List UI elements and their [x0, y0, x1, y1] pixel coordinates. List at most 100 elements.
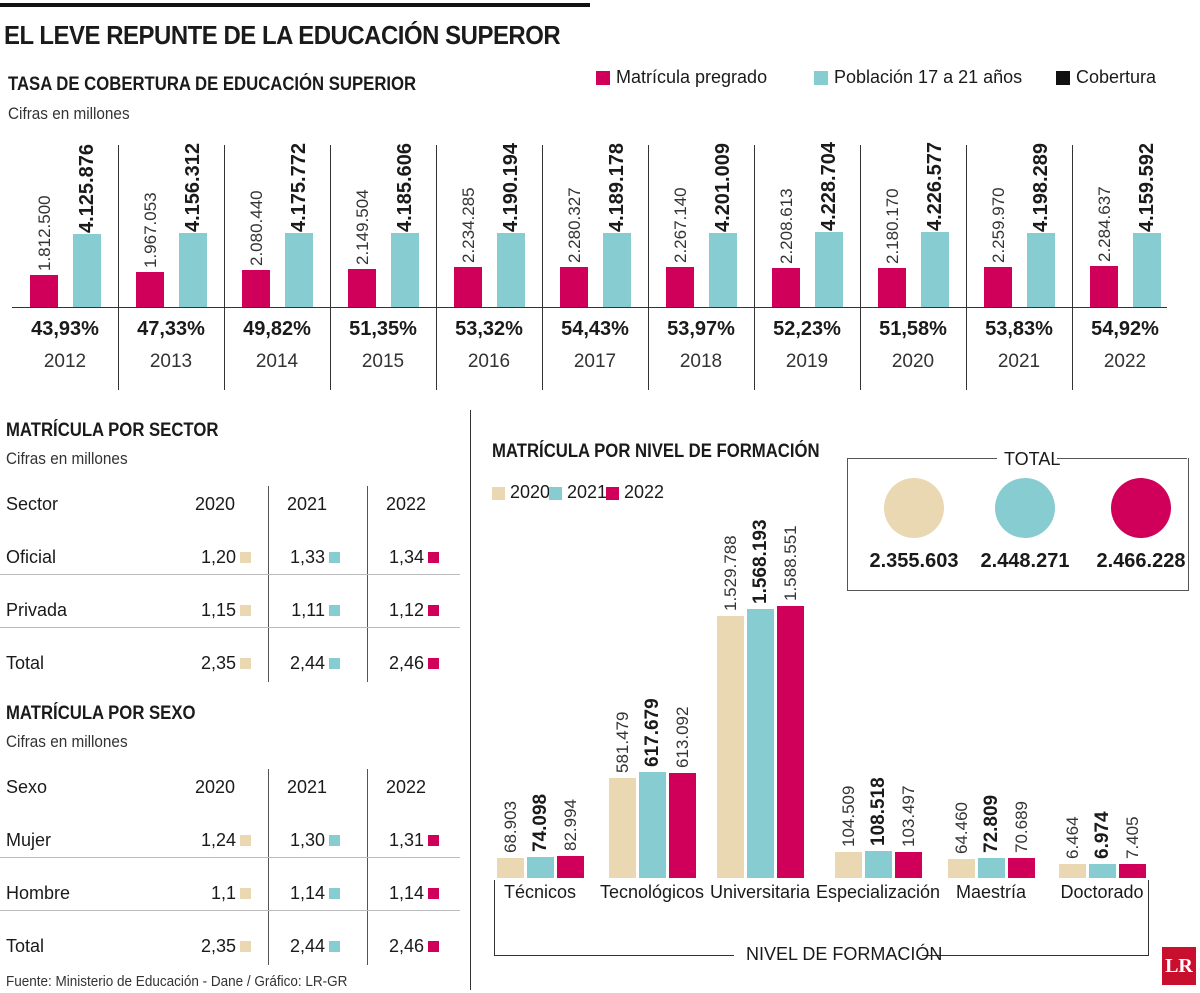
row-value: 2,44 — [289, 653, 325, 673]
legend-label: Población 17 a 21 años — [834, 67, 1023, 87]
row-separator — [0, 857, 460, 858]
legend-swatch — [596, 70, 610, 85]
coverage-value: 53,97% — [667, 318, 735, 340]
bar-matricula — [136, 272, 164, 307]
row-value: 1,33 — [289, 547, 325, 567]
tables-area: MATRÍCULA POR SECTOR Cifras en millones Se… — [0, 0, 470, 993]
level-bar — [978, 857, 1005, 878]
column-divider — [754, 145, 755, 390]
table-subtitle: Cifras en millones — [6, 732, 128, 751]
category-label: Tecnológicos — [599, 882, 705, 902]
legend-year: 2021 — [567, 482, 608, 502]
row-value: 1,1 — [210, 883, 236, 903]
level-bar — [557, 855, 584, 878]
bar-poblacion — [391, 232, 419, 307]
table-title: MATRÍCULA POR SECTOR — [6, 420, 219, 441]
year-marker — [329, 835, 340, 846]
year-label: 2018 — [679, 351, 723, 372]
row-value: 1,20 — [200, 547, 236, 567]
year-label: 2021 — [997, 351, 1041, 372]
year-marker — [329, 552, 340, 563]
coverage-value: 52,23% — [773, 318, 841, 340]
bar-poblacion — [921, 232, 949, 307]
total-value: 2.466.228 — [1096, 550, 1186, 572]
legend-swatch — [814, 70, 828, 85]
total-circle — [884, 478, 944, 538]
level-bar-label: 74.098 — [530, 794, 551, 853]
level-bar-label: 68.903 — [501, 801, 520, 854]
total-box-top — [1057, 458, 1187, 459]
legend-matricula: Matrícula pregrado — [596, 67, 767, 88]
coverage-value: 51,35% — [349, 318, 417, 340]
row-value: 1,12 — [388, 600, 424, 620]
year-marker — [329, 658, 340, 669]
level-bar-label: 104.509 — [839, 785, 858, 848]
column-divider — [436, 145, 437, 390]
level-bar-label: 1.588.551 — [781, 525, 800, 601]
level-bar — [639, 772, 666, 878]
row-label: Oficial — [6, 547, 57, 567]
year-marker — [240, 658, 251, 669]
level-bar-label: 1.568.193 — [750, 519, 771, 605]
total-box — [847, 458, 1189, 591]
coverage-value: 47,33% — [137, 318, 205, 340]
row-value: 2,46 — [388, 653, 424, 673]
level-bar-label: 6.464 — [1063, 816, 1082, 859]
bar-poblacion — [497, 232, 525, 307]
row-value: 1,14 — [289, 883, 325, 903]
year-marker — [428, 658, 439, 669]
header-year: 2022 — [386, 777, 427, 797]
year-label: 2012 — [43, 351, 87, 372]
row-label: Hombre — [6, 883, 71, 903]
level-bar — [865, 851, 892, 878]
header-year: 2021 — [287, 494, 328, 514]
section-divider — [470, 410, 471, 990]
level-bar-label: 613.092 — [673, 706, 692, 769]
year-marker — [329, 888, 340, 899]
column-divider — [367, 769, 368, 965]
column-divider — [330, 145, 331, 390]
header-year: 2021 — [287, 777, 328, 797]
legend-cobertura: Cobertura — [1056, 67, 1156, 88]
level-bar-label: 72.809 — [981, 794, 1002, 853]
level-bar-label: 617.679 — [642, 698, 663, 768]
top-rule — [0, 3, 590, 7]
level-bar — [497, 858, 524, 878]
year-label: 2019 — [785, 351, 829, 372]
coverage-value: 51,58% — [879, 318, 947, 340]
year-marker — [428, 888, 439, 899]
row-separator — [0, 574, 460, 575]
legend-label: Cobertura — [1076, 67, 1157, 87]
row-value: 1,15 — [200, 600, 236, 620]
column-divider — [1072, 145, 1073, 390]
legend-poblacion: Población 17 a 21 años — [814, 67, 1022, 88]
level-bar — [1059, 864, 1086, 878]
bar-matricula — [772, 267, 800, 307]
bar-matricula — [878, 268, 906, 307]
level-bar-label: 1.529.788 — [721, 535, 740, 612]
header-year: 2022 — [386, 494, 427, 514]
level-bar-label: 103.497 — [899, 785, 918, 848]
bar-poblacion — [1027, 232, 1055, 307]
legend-year: 2022 — [624, 482, 665, 502]
row-label: Mujer — [6, 830, 52, 850]
header-label: Sector — [6, 494, 59, 514]
year-marker — [240, 888, 251, 899]
level-title: MATRÍCULA POR NIVEL DE FORMACIÓN — [492, 441, 820, 462]
bracket-left — [494, 880, 495, 956]
row-value: 1,31 — [388, 830, 424, 850]
lr-logo: LR — [1162, 947, 1196, 985]
level-bar — [747, 609, 774, 878]
bar-poblacion — [815, 232, 843, 307]
x-axis-line — [12, 307, 1167, 308]
coverage-value: 49,82% — [243, 318, 311, 340]
column-divider — [224, 145, 225, 390]
row-label: Total — [6, 653, 45, 673]
level-bar — [835, 852, 862, 878]
coverage-value: 54,43% — [561, 318, 629, 340]
level-bar-label: 82.994 — [561, 798, 580, 851]
column-divider — [118, 145, 119, 390]
bar-poblacion — [179, 233, 207, 307]
row-value: 1,24 — [200, 830, 236, 850]
level-bar-label: 108.518 — [868, 777, 889, 847]
